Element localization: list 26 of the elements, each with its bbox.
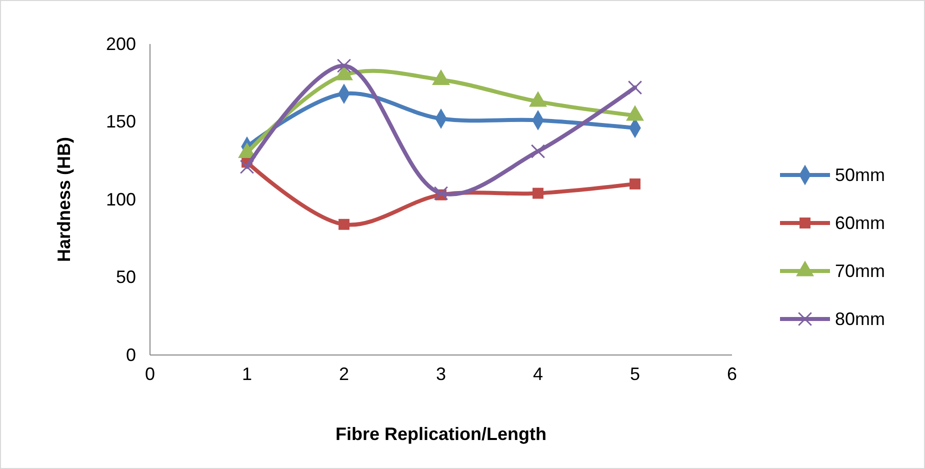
x-axis-title: Fibre Replication/Length xyxy=(335,424,547,444)
x-tick-label: 6 xyxy=(726,364,738,384)
y-axis-title: Hardness (HB) xyxy=(54,136,74,262)
legend-label: 60mm xyxy=(835,213,886,233)
x-tick-label: 2 xyxy=(338,364,350,384)
x-tick-label: 4 xyxy=(532,364,544,384)
legend-label: 50mm xyxy=(835,165,886,185)
legend-label: 80mm xyxy=(835,309,886,329)
legend-label: 70mm xyxy=(835,261,886,281)
y-tick-label: 100 xyxy=(106,189,136,210)
y-tick-label: 50 xyxy=(116,267,136,288)
y-tick-label: 150 xyxy=(106,112,136,132)
point xyxy=(338,218,350,230)
x-tick-label: 3 xyxy=(436,364,446,384)
point xyxy=(532,188,544,199)
point xyxy=(630,178,640,190)
x-tick-label: 5 xyxy=(630,364,640,384)
point xyxy=(336,58,352,73)
point xyxy=(240,160,254,174)
x-tick-label: 0 xyxy=(144,364,156,384)
point xyxy=(628,80,642,95)
x-tick-label: 1 xyxy=(242,364,252,384)
y-tick-label: 0 xyxy=(126,344,136,365)
point xyxy=(530,144,546,158)
point xyxy=(434,186,448,200)
y-tick-label: 200 xyxy=(106,34,136,54)
